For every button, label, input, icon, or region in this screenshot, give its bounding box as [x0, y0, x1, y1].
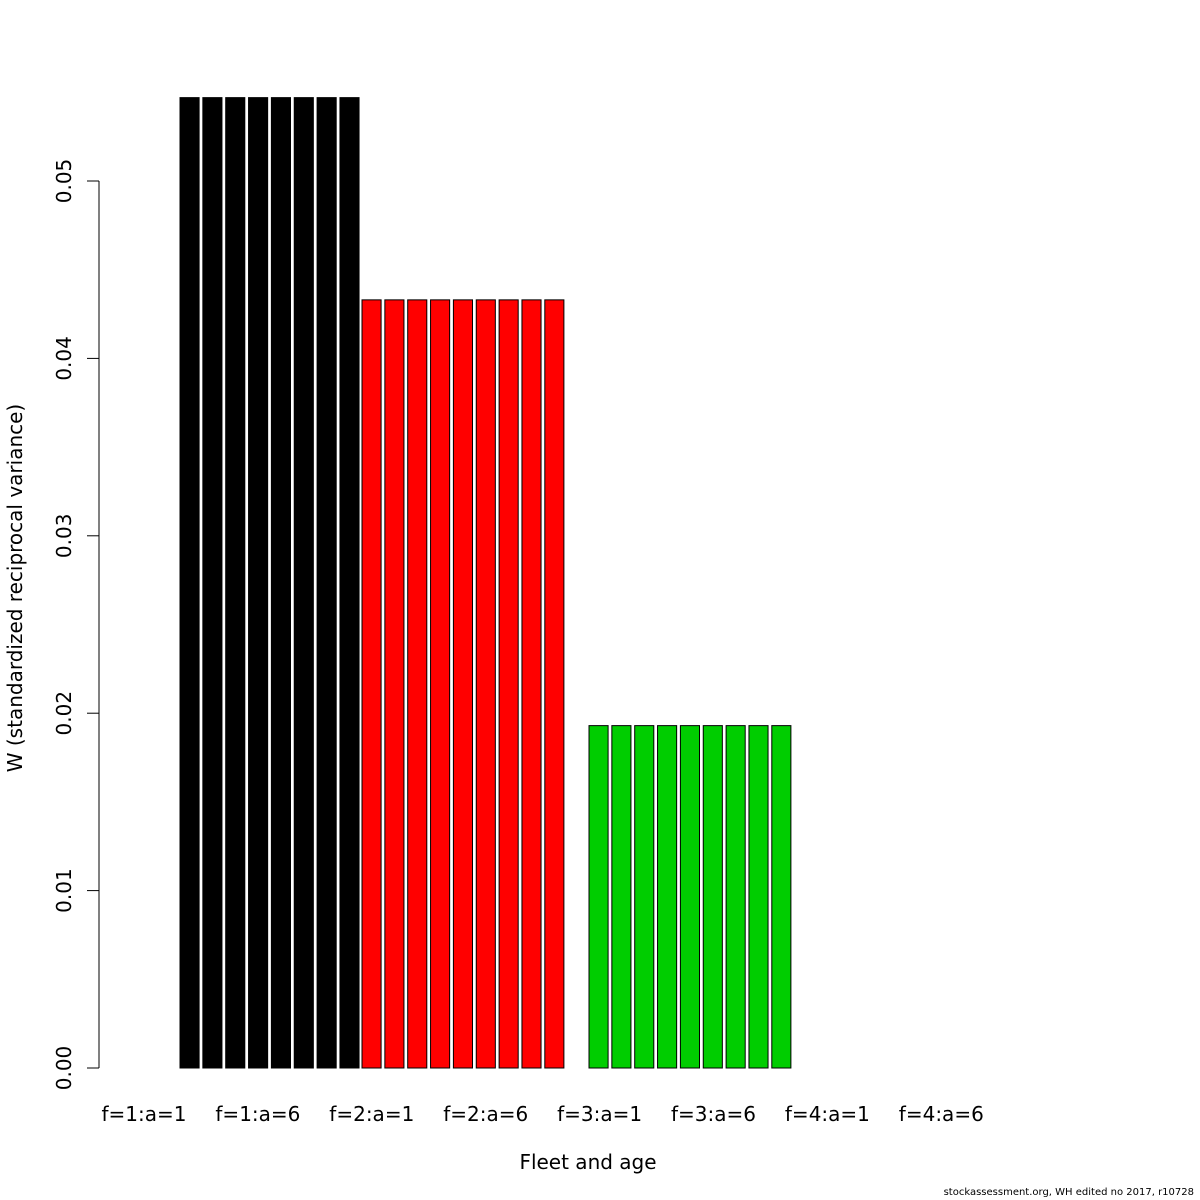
y-tick-label: 0.02 — [52, 691, 76, 736]
x-tick-label: f=1:a=6 — [215, 1102, 300, 1126]
bar — [248, 97, 269, 1069]
bar — [407, 299, 428, 1069]
y-tick-label: 0.03 — [52, 514, 76, 559]
y-axis: 0.00 0.01 0.02 0.03 0.04 0.05 — [52, 159, 100, 1091]
bar — [702, 725, 723, 1069]
bar — [202, 97, 223, 1069]
bar — [498, 299, 519, 1069]
x-tick-label: f=3:a=6 — [671, 1102, 756, 1126]
y-tick-label: 0.05 — [52, 159, 76, 204]
x-tick-label: f=4:a=6 — [899, 1102, 984, 1126]
footer-note: stockassessment.org, WH edited no 2017, … — [943, 1187, 1194, 1198]
bar — [179, 97, 200, 1069]
y-tick-label: 0.00 — [52, 1046, 76, 1091]
bar — [748, 725, 769, 1069]
y-tick-label: 0.01 — [52, 868, 76, 913]
y-axis-title: W (standardized reciprocal variance) — [3, 404, 27, 773]
bar — [316, 97, 337, 1069]
bar — [634, 725, 655, 1069]
bar — [588, 725, 609, 1069]
x-tick-label: f=2:a=6 — [443, 1102, 528, 1126]
bar — [361, 299, 382, 1069]
bar — [339, 97, 360, 1069]
bars — [179, 97, 792, 1069]
bar — [611, 725, 632, 1069]
x-tick-label: f=1:a=1 — [102, 1102, 187, 1126]
bar — [475, 299, 496, 1069]
bar — [544, 299, 565, 1069]
bar — [270, 97, 291, 1069]
bar — [384, 299, 405, 1069]
x-tick-label: f=2:a=1 — [329, 1102, 414, 1126]
x-tick-label: f=4:a=1 — [785, 1102, 870, 1126]
x-axis-labels: f=1:a=1 f=1:a=6 f=2:a=1 f=2:a=6 f=3:a=1 f=3:a… — [102, 1102, 984, 1126]
x-axis-title: Fleet and age — [519, 1150, 656, 1174]
bar — [725, 725, 746, 1069]
x-tick-label: f=3:a=1 — [557, 1102, 642, 1126]
bar — [657, 725, 678, 1069]
bar — [679, 725, 701, 1069]
bar — [521, 299, 542, 1069]
bar — [452, 299, 473, 1069]
bar — [430, 299, 451, 1069]
bar — [771, 725, 792, 1069]
y-tick-label: 0.04 — [52, 336, 76, 381]
bar — [225, 97, 246, 1069]
bar — [293, 97, 314, 1069]
